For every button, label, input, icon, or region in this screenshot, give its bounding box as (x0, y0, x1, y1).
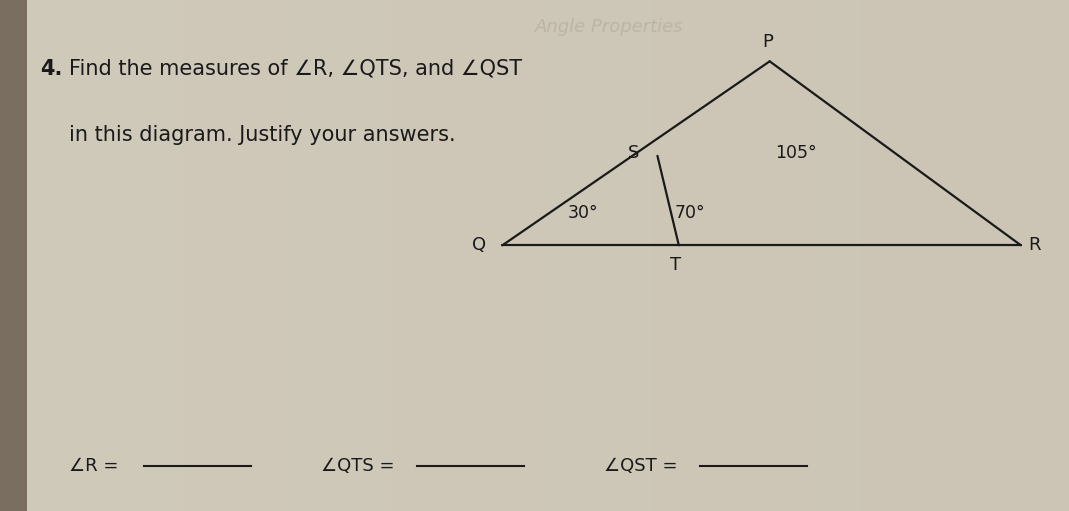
Text: ∠QST =: ∠QST = (604, 457, 678, 475)
Bar (600, 0, 652, 511)
Text: 4.: 4. (41, 59, 63, 79)
Bar (27, 0, 79, 511)
Bar (965, 0, 1017, 511)
Bar (1017, 0, 1069, 511)
Text: P: P (762, 33, 773, 51)
Bar (704, 0, 757, 511)
Bar (340, 0, 391, 511)
Text: 105°: 105° (775, 144, 817, 162)
Text: Q: Q (472, 236, 486, 254)
Bar (444, 0, 496, 511)
Text: Find the measures of ∠R, ∠QTS, and ∠QST: Find the measures of ∠R, ∠QTS, and ∠QST (69, 59, 523, 79)
Bar (548, 0, 600, 511)
Text: ∠R =: ∠R = (69, 457, 119, 475)
Bar (652, 0, 704, 511)
Text: in this diagram. Justify your answers.: in this diagram. Justify your answers. (69, 125, 456, 145)
Bar (79, 0, 131, 511)
Bar (235, 0, 288, 511)
Text: 30°: 30° (568, 204, 598, 222)
Text: T: T (670, 256, 681, 273)
Text: ∠QTS =: ∠QTS = (321, 457, 394, 475)
Text: 70°: 70° (675, 204, 704, 222)
Text: R: R (1028, 236, 1041, 254)
Bar (288, 0, 340, 511)
Text: S: S (628, 144, 639, 162)
Bar (913, 0, 965, 511)
Bar (757, 0, 808, 511)
Bar (0, 0, 27, 511)
Bar (130, 0, 183, 511)
Bar (391, 0, 444, 511)
Text: Angle Properties: Angle Properties (534, 18, 684, 36)
Bar (861, 0, 913, 511)
Bar (183, 0, 235, 511)
Bar (496, 0, 548, 511)
Bar (808, 0, 861, 511)
